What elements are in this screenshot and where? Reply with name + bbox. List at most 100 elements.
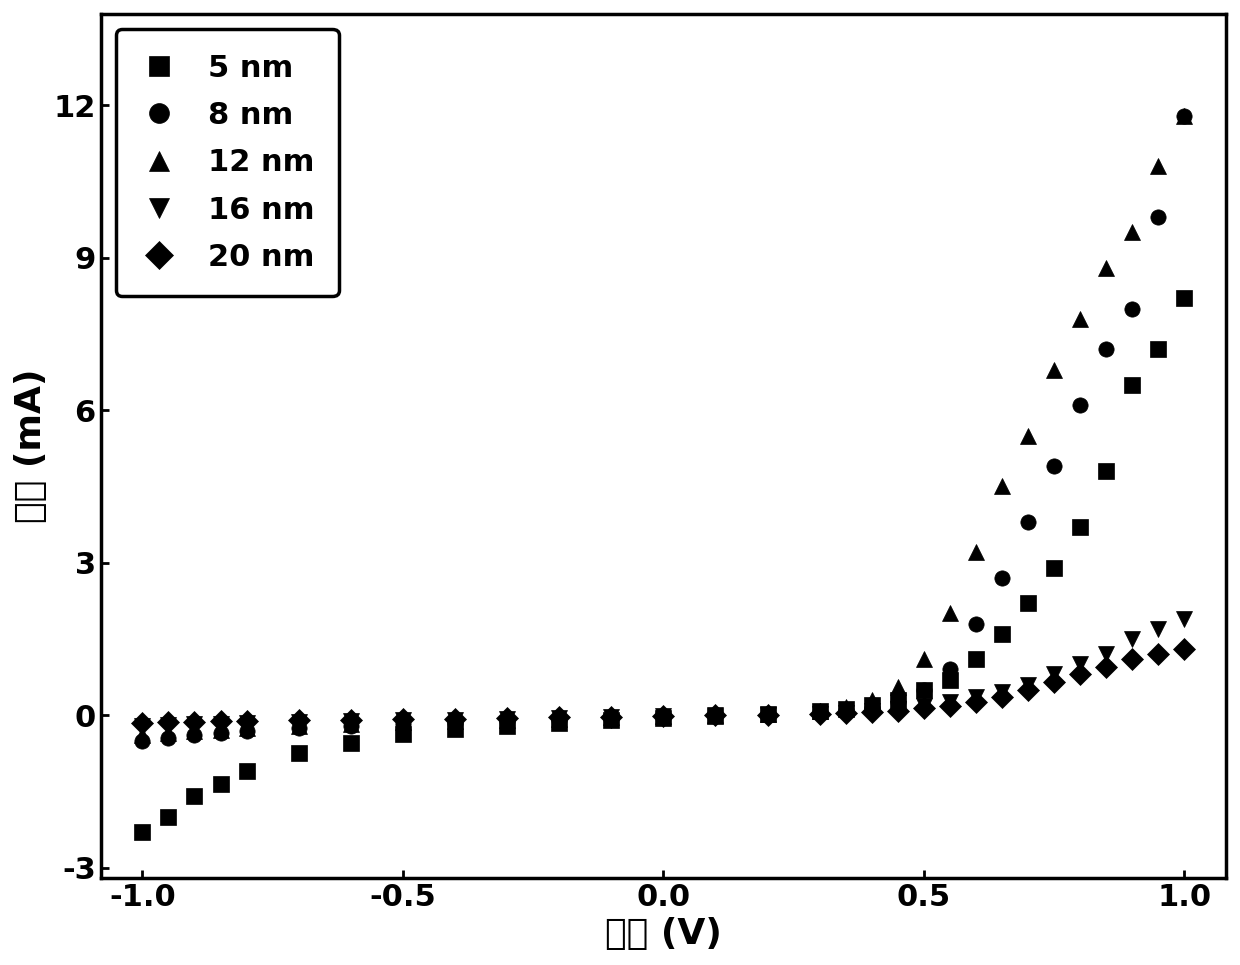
16 nm <box>942 697 957 708</box>
20 nm <box>500 712 515 724</box>
Line: 16 nm: 16 nm <box>135 611 1192 734</box>
12 nm <box>708 709 723 721</box>
12 nm <box>1021 429 1035 441</box>
20 nm <box>760 709 775 721</box>
20 nm <box>1177 644 1192 655</box>
5 nm <box>1177 292 1192 304</box>
12 nm <box>396 716 410 728</box>
20 nm <box>656 710 671 722</box>
20 nm <box>812 708 827 720</box>
8 nm <box>1177 110 1192 122</box>
16 nm <box>552 712 567 724</box>
5 nm <box>1151 344 1166 355</box>
Line: 20 nm: 20 nm <box>135 642 1192 731</box>
12 nm <box>161 728 176 739</box>
20 nm <box>1047 676 1061 688</box>
5 nm <box>1021 597 1035 609</box>
12 nm <box>1151 160 1166 172</box>
16 nm <box>187 719 202 731</box>
16 nm <box>1099 648 1114 660</box>
5 nm <box>994 628 1009 640</box>
Line: 12 nm: 12 nm <box>135 108 1192 743</box>
16 nm <box>656 710 671 722</box>
12 nm <box>343 718 358 730</box>
20 nm <box>239 715 254 727</box>
20 nm <box>1021 684 1035 696</box>
12 nm <box>448 715 463 727</box>
5 nm <box>864 700 879 711</box>
12 nm <box>968 547 983 559</box>
16 nm <box>708 709 723 721</box>
16 nm <box>1125 633 1140 645</box>
5 nm <box>1047 562 1061 573</box>
20 nm <box>161 716 176 728</box>
20 nm <box>968 697 983 708</box>
20 nm <box>135 717 150 729</box>
8 nm <box>604 712 619 724</box>
20 nm <box>708 709 723 721</box>
16 nm <box>994 686 1009 698</box>
20 nm <box>343 714 358 726</box>
12 nm <box>1047 364 1061 375</box>
16 nm <box>161 720 176 731</box>
X-axis label: 电压 (V): 电压 (V) <box>605 917 722 951</box>
8 nm <box>916 684 931 696</box>
8 nm <box>239 726 254 737</box>
20 nm <box>864 706 879 718</box>
16 nm <box>1073 658 1087 670</box>
8 nm <box>812 706 827 718</box>
12 nm <box>1177 110 1192 122</box>
5 nm <box>161 811 176 822</box>
12 nm <box>291 720 306 731</box>
20 nm <box>994 692 1009 703</box>
12 nm <box>942 608 957 620</box>
8 nm <box>1099 344 1114 355</box>
8 nm <box>396 719 410 731</box>
8 nm <box>187 730 202 741</box>
5 nm <box>760 708 775 720</box>
8 nm <box>864 702 879 713</box>
12 nm <box>552 713 567 725</box>
Y-axis label: 电流 (mA): 电流 (mA) <box>14 369 48 523</box>
20 nm <box>838 707 853 719</box>
16 nm <box>916 701 931 712</box>
12 nm <box>916 653 931 665</box>
5 nm <box>1073 521 1087 533</box>
5 nm <box>968 653 983 665</box>
20 nm <box>890 704 905 716</box>
5 nm <box>291 748 306 759</box>
8 nm <box>500 715 515 727</box>
8 nm <box>656 711 671 723</box>
Line: 5 nm: 5 nm <box>135 290 1192 840</box>
5 nm <box>135 826 150 838</box>
8 nm <box>890 697 905 708</box>
20 nm <box>291 714 306 726</box>
5 nm <box>656 712 671 724</box>
12 nm <box>500 714 515 726</box>
12 nm <box>994 481 1009 492</box>
8 nm <box>1073 400 1087 411</box>
8 nm <box>1151 211 1166 223</box>
20 nm <box>187 716 202 728</box>
Legend: 5 nm, 8 nm, 12 nm, 16 nm, 20 nm: 5 nm, 8 nm, 12 nm, 16 nm, 20 nm <box>117 29 339 296</box>
16 nm <box>448 714 463 726</box>
12 nm <box>1125 227 1140 238</box>
20 nm <box>448 713 463 725</box>
5 nm <box>942 674 957 685</box>
12 nm <box>864 694 879 705</box>
Line: 8 nm: 8 nm <box>135 108 1192 748</box>
16 nm <box>1047 669 1061 680</box>
12 nm <box>760 707 775 719</box>
8 nm <box>968 618 983 629</box>
8 nm <box>135 734 150 746</box>
12 nm <box>1073 313 1087 324</box>
5 nm <box>396 729 410 740</box>
16 nm <box>838 706 853 718</box>
20 nm <box>916 703 931 714</box>
8 nm <box>1047 460 1061 472</box>
16 nm <box>890 703 905 715</box>
20 nm <box>552 711 567 723</box>
8 nm <box>708 710 723 722</box>
8 nm <box>552 714 567 726</box>
16 nm <box>812 707 827 719</box>
